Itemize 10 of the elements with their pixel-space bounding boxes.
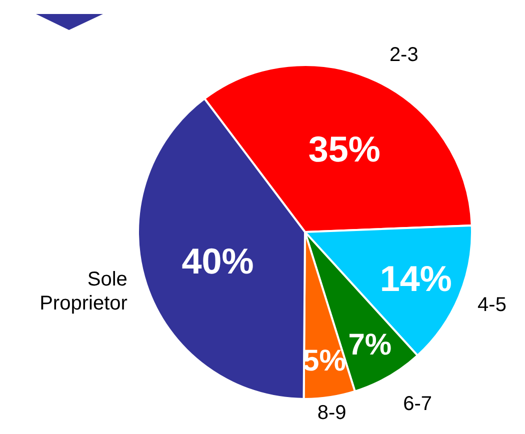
slice-label: Sole Proprietor xyxy=(40,268,128,315)
slice-label: 6-7 xyxy=(403,392,432,415)
slice-label: 4-5 xyxy=(478,294,506,316)
slice-label: 8-9 xyxy=(317,402,346,424)
data-label: 7% xyxy=(348,328,392,362)
data-label: 40% xyxy=(182,240,254,282)
data-label: 5% xyxy=(302,344,346,378)
data-label: 14% xyxy=(380,258,452,299)
data-label: 35% xyxy=(308,128,380,170)
slice-label: 2-3 xyxy=(389,44,418,66)
